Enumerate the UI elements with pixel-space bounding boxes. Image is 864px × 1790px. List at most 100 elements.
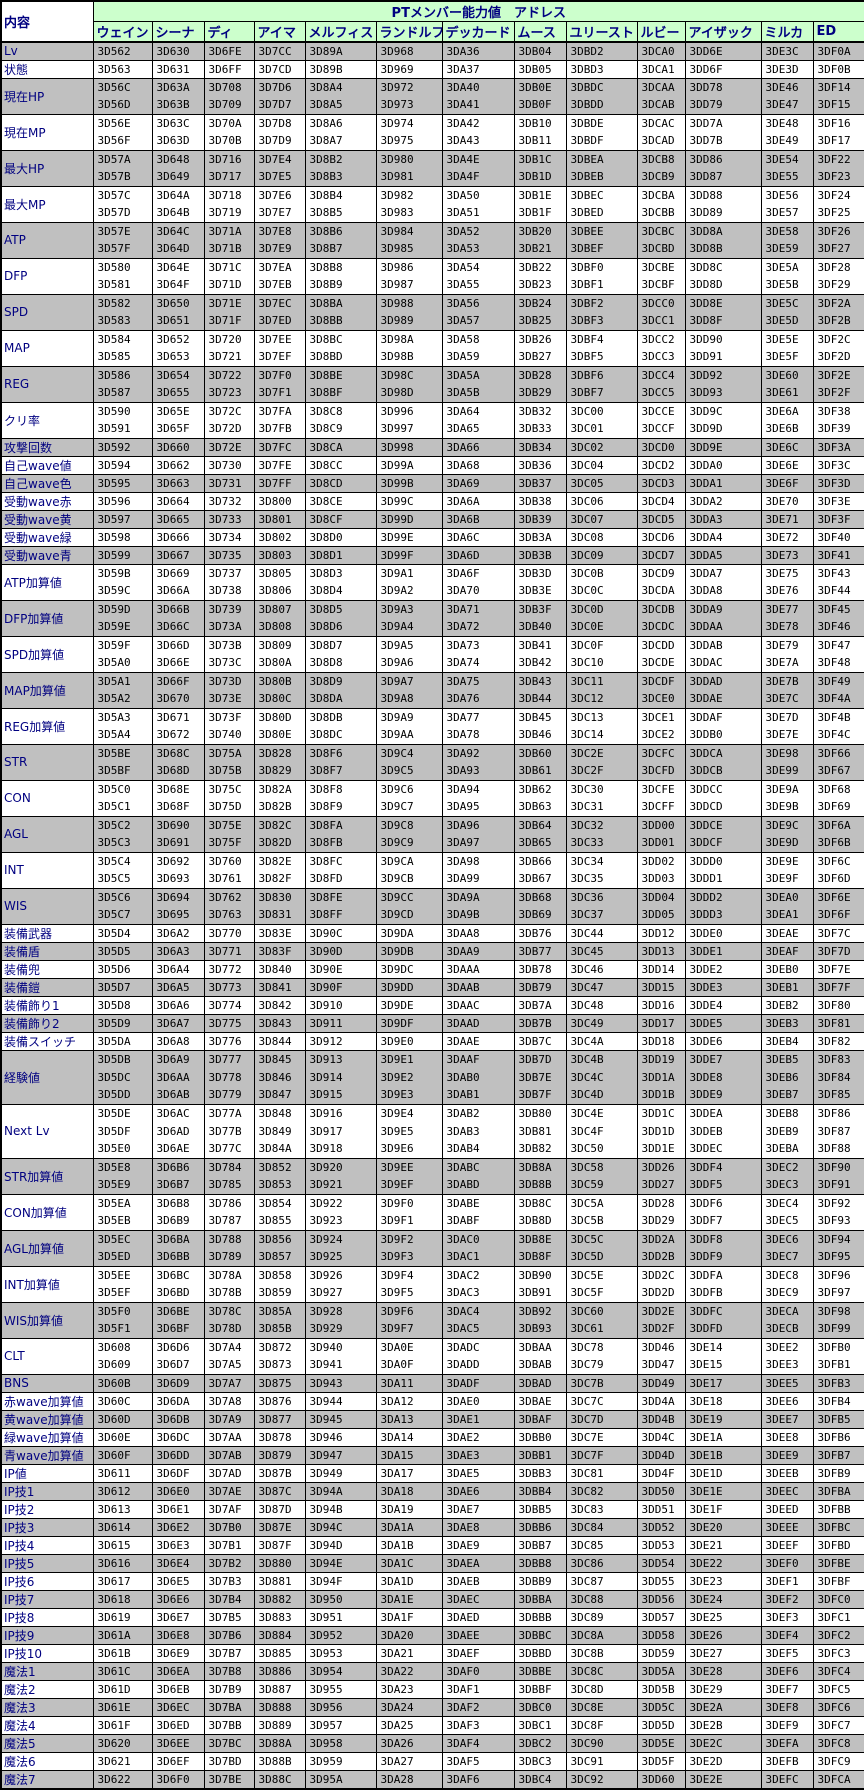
address-cell: 3D82A bbox=[253, 779, 305, 798]
address-cell: 3D9F5 bbox=[375, 1284, 442, 1302]
address-cell: 3DA1B bbox=[375, 1535, 442, 1554]
address-cell: 3DC33 bbox=[565, 834, 637, 852]
address-cell: 3D9CD bbox=[375, 906, 442, 924]
address-cell: 3D66E bbox=[151, 654, 204, 672]
address-cell: 3DC7D bbox=[565, 1409, 637, 1428]
address-cell: 3DFB0 bbox=[812, 1337, 864, 1356]
address-cell: 3DCD9 bbox=[636, 563, 685, 582]
address-cell: 3DCD7 bbox=[636, 545, 685, 564]
address-cell: 3DA4E bbox=[441, 149, 514, 168]
address-cell: 3DDF6 bbox=[684, 1193, 761, 1212]
column-header-wayne: ウェイン bbox=[92, 21, 152, 43]
address-cell: 3D955 bbox=[304, 1679, 376, 1698]
address-cell: 3DE72 bbox=[760, 527, 813, 546]
address-cell: 3D65F bbox=[151, 420, 204, 438]
address-cell: 3D94C bbox=[304, 1517, 376, 1536]
address-cell: 3DCDC bbox=[636, 618, 685, 636]
address-cell: 3D87B bbox=[253, 1463, 305, 1482]
row-label: 装備飾り2 bbox=[0, 1013, 93, 1032]
address-cell: 3DA53 bbox=[441, 240, 514, 258]
table-row: 3D609 3D6D7 3D7A5 3D873 3D941 3DA0F 3DADD 3DBAB… bbox=[1, 1356, 864, 1374]
address-cell: 3D923 bbox=[304, 1212, 376, 1230]
address-cell: 3D77B bbox=[203, 1122, 254, 1140]
address-cell: 3D7CC bbox=[253, 41, 305, 60]
address-cell: 3DE6C bbox=[760, 437, 813, 456]
row-label: CON bbox=[0, 779, 93, 816]
address-cell: 3D652 bbox=[151, 329, 204, 348]
address-cell: 3DAC3 bbox=[441, 1284, 514, 1302]
table-row: 魔法4 3D61F 3D6ED 3D7BB 3D889 3D957 3DA25 3DAF3 3D… bbox=[0, 1715, 864, 1734]
address-cell: 3DB7B bbox=[513, 1013, 566, 1032]
address-cell: 3D613 bbox=[92, 1499, 152, 1518]
address-cell: 3D87D bbox=[253, 1499, 305, 1518]
address-cell: 3D771 bbox=[203, 941, 254, 960]
address-cell: 3D73F bbox=[203, 707, 254, 726]
address-cell: 3DF41 bbox=[812, 545, 864, 564]
address-cell: 3D68F bbox=[151, 798, 204, 816]
address-cell: 3D5EB bbox=[92, 1212, 152, 1230]
address-cell: 3DD6F bbox=[684, 59, 761, 78]
address-cell: 3D80E bbox=[253, 726, 305, 744]
table-row: 赤wave加算値 3D60C 3D6DA 3D7A8 3D876 3D944 3DA12 3D… bbox=[0, 1391, 864, 1410]
address-cell: 3DDEC bbox=[684, 1140, 761, 1158]
address-cell: 3DBDE bbox=[565, 113, 637, 132]
address-cell: 3DB7D bbox=[513, 1049, 566, 1068]
address-cell: 3DB25 bbox=[513, 312, 566, 330]
table-row: 装備武器 3D5D4 3D6A2 3D770 3D83E 3D90C 3D9DA 3DAA8 3… bbox=[0, 923, 864, 942]
address-cell: 3DDCD bbox=[684, 798, 761, 816]
address-cell: 3DE15 bbox=[684, 1356, 761, 1374]
address-cell: 3DEB8 bbox=[760, 1103, 813, 1122]
address-cell: 3D8B6 bbox=[304, 221, 376, 240]
address-cell: 3DF80 bbox=[812, 995, 864, 1014]
address-cell: 3D6E0 bbox=[151, 1481, 204, 1500]
address-cell: 3D87C bbox=[253, 1481, 305, 1500]
address-cell: 3D7A9 bbox=[203, 1409, 254, 1428]
address-cell: 3D5A0 bbox=[92, 654, 152, 672]
row-label: IP技3 bbox=[0, 1517, 93, 1536]
table-row: WIS 3D5C6 3D694 3D762 3D830 3D8FE 3D9CC 3DA9A 3D… bbox=[0, 887, 864, 924]
address-cell: 3D89B bbox=[304, 59, 376, 78]
address-cell: 3D9A9 bbox=[375, 707, 442, 726]
address-cell: 3D946 bbox=[304, 1427, 376, 1446]
address-cell: 3DC35 bbox=[565, 870, 637, 888]
address-cell: 3DE20 bbox=[684, 1517, 761, 1536]
address-cell: 3D774 bbox=[203, 995, 254, 1014]
table-row: 魔法1 3D61C 3D6EA 3D7B8 3D886 3D954 3DA22 3DAF0 3D… bbox=[0, 1661, 864, 1680]
address-cell: 3DF98 bbox=[812, 1301, 864, 1320]
address-cell: 3DB26 bbox=[513, 329, 566, 348]
address-cell: 3D6A2 bbox=[151, 923, 204, 942]
address-cell: 3D6AA bbox=[151, 1068, 204, 1086]
address-cell: 3D843 bbox=[253, 1013, 305, 1032]
address-cell: 3D926 bbox=[304, 1265, 376, 1284]
address-cell: 3DA70 bbox=[441, 582, 514, 600]
address-cell: 3D8BF bbox=[304, 384, 376, 402]
address-cell: 3D6BC bbox=[151, 1265, 204, 1284]
address-cell: 3D667 bbox=[151, 545, 204, 564]
table-row: 緑wave加算値 3D60E 3D6DC 3D7AA 3D878 3D946 3DA14 3D… bbox=[0, 1427, 864, 1446]
address-cell: 3D691 bbox=[151, 834, 204, 852]
address-cell: 3D6D9 bbox=[151, 1373, 204, 1392]
address-cell: 3DF49 bbox=[812, 671, 864, 690]
address-cell: 3DC30 bbox=[565, 779, 637, 798]
table-row: ATP 3D57E 3D64C 3D71A 3D7E8 3D8B6 3D984 3DA52 3D… bbox=[0, 221, 864, 258]
address-cell: 3DB29 bbox=[513, 384, 566, 402]
address-cell: 3DB66 bbox=[513, 851, 566, 870]
address-cell: 3DC11 bbox=[565, 671, 637, 690]
address-cell: 3DE1A bbox=[684, 1427, 761, 1446]
address-cell: 3DA93 bbox=[441, 762, 514, 780]
address-cell: 3DBEC bbox=[565, 185, 637, 204]
address-cell: 3D853 bbox=[253, 1176, 305, 1194]
address-cell: 3DD59 bbox=[636, 1643, 685, 1662]
address-cell: 3D880 bbox=[253, 1553, 305, 1572]
address-cell: 3DEA0 bbox=[760, 887, 813, 906]
address-cell: 3D911 bbox=[304, 1013, 376, 1032]
address-cell: 3DDE9 bbox=[684, 1086, 761, 1104]
address-cell: 3DDAC bbox=[684, 654, 761, 672]
address-cell: 3D6A9 bbox=[151, 1049, 204, 1068]
address-cell: 3D6E5 bbox=[151, 1571, 204, 1590]
address-cell: 3DF7D bbox=[812, 941, 864, 960]
address-cell: 3DC90 bbox=[565, 1733, 637, 1752]
address-cell: 3DC0D bbox=[565, 599, 637, 618]
address-cell: 3DF26 bbox=[812, 221, 864, 240]
address-cell: 3DEF0 bbox=[760, 1553, 813, 1572]
